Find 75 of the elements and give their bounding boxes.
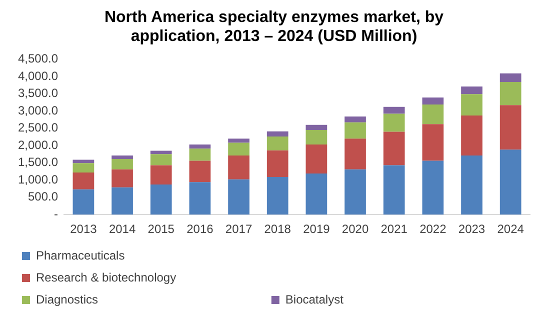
x-tick-label: 2014: [108, 222, 136, 236]
bar: [72, 160, 94, 164]
bar: [422, 124, 444, 161]
bar: [383, 165, 405, 215]
bar: [500, 105, 522, 150]
y-tick-label: -: [54, 206, 58, 221]
y-tick-label: 3,000.0: [18, 103, 58, 118]
x-tick-label: 2020: [342, 222, 369, 236]
x-tick-label: 2019: [303, 222, 330, 236]
y-tick-label: 1,000.0: [18, 172, 58, 186]
bar: [150, 154, 172, 166]
bar: [500, 150, 522, 215]
bar: [306, 124, 328, 130]
bar: [112, 156, 133, 159]
bar: [383, 132, 405, 166]
bar: [422, 104, 444, 124]
bar: [150, 150, 172, 154]
x-tick-label: 2021: [380, 222, 408, 236]
bar: [266, 150, 288, 177]
bar: [189, 160, 211, 182]
bar: [150, 165, 172, 185]
bar: [112, 187, 133, 215]
x-tick-label: 2018: [264, 222, 292, 236]
y-tick-label: 1,500.0: [18, 155, 58, 170]
x-tick-label: 2013: [70, 222, 98, 236]
x-tick-label: 2016: [186, 222, 214, 236]
bar: [461, 115, 482, 156]
bar: [344, 169, 366, 215]
y-tick-label: 2,500.0: [18, 120, 58, 135]
bar: [189, 182, 211, 215]
bar: [422, 160, 444, 215]
bar: [500, 82, 522, 106]
y-tick-label: 2,000.0: [18, 138, 58, 152]
bar: [306, 130, 328, 144]
bar: [228, 142, 250, 156]
bar: [228, 138, 250, 143]
bar: [344, 116, 366, 122]
y-tick-label: 4,000.0: [18, 68, 58, 83]
bar: [306, 174, 328, 215]
bar: [500, 73, 522, 82]
legend-label: Diagnostics: [36, 292, 262, 306]
legend-label: Pharmaceuticals: [36, 248, 275, 262]
bar: [189, 144, 211, 149]
y-tick-label: 500.0: [28, 190, 58, 204]
legend-label: Research & biotechnology: [36, 270, 296, 284]
bar: [306, 144, 328, 174]
bar: [266, 131, 288, 137]
bar: [150, 184, 172, 215]
y-tick-label: 4,500.0: [18, 52, 58, 66]
chart-title: North America specialty enzymes market, by application, 2013 – 2024 (USD Million): [103, 8, 445, 46]
bar: [383, 106, 405, 114]
bar: [266, 176, 288, 215]
bar: [383, 114, 405, 132]
x-tick-label: 2023: [458, 222, 486, 236]
x-tick-label: 2015: [148, 222, 175, 236]
bar: [461, 156, 482, 215]
legend-label: Biocatalyst: [285, 292, 507, 306]
bar: [461, 94, 482, 116]
x-tick-label: 2024: [497, 222, 524, 236]
bar: [461, 86, 482, 94]
bar: [266, 136, 288, 150]
bar: [228, 179, 250, 215]
bar: [72, 189, 94, 215]
bar: [189, 148, 211, 161]
bar: [72, 163, 94, 172]
bar: [422, 98, 444, 104]
x-tick-label: 2017: [225, 222, 252, 236]
y-tick-label: 3,500.0: [18, 86, 58, 100]
bar: [344, 138, 366, 170]
bar: [344, 122, 366, 139]
bar: [112, 159, 133, 170]
bar: [228, 156, 250, 180]
bar: [72, 172, 94, 190]
x-tick-label: 2022: [420, 222, 447, 236]
bar: [112, 169, 133, 188]
